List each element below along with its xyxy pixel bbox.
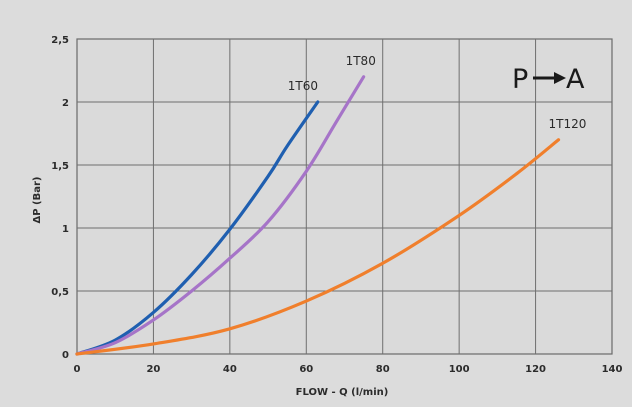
x-tick-label: 0 [74,364,81,375]
y-tick-label: 2 [62,98,69,109]
x-tick-label: 40 [223,364,237,375]
y-tick-label: 2,5 [51,35,69,46]
y-tick-label: 1 [62,224,69,235]
x-tick-label: 120 [525,364,546,375]
x-axis-title: FLOW - Q (l/min) [296,387,389,398]
series-label-1t120: 1T120 [549,117,587,131]
series-group [75,75,561,356]
series-label-1t60: 1T60 [288,79,318,93]
grid [76,38,613,355]
axes: 0 20 40 60 80 100 120 140 0 0,5 1 1,5 2 2,5 [51,35,622,375]
direction-from-label: P [512,64,528,95]
y-tick-label: 0 [62,350,69,361]
y-tick-label: 1,5 [51,161,69,172]
y-axis-title: ΔP (Bar) [32,177,43,224]
x-tick-label: 80 [376,364,390,375]
direction-arrow-icon [554,72,566,84]
series-line-1t60 [75,100,320,356]
x-tick-label: 20 [146,364,160,375]
y-tick-label: 0,5 [51,287,69,298]
x-tick-label: 140 [602,364,623,375]
series-line-1t120 [75,138,561,356]
series-label-1t80: 1T80 [346,54,376,68]
x-tick-label: 100 [449,364,470,375]
x-tick-label: 60 [299,364,313,375]
direction-annotation: P A [512,64,585,95]
plot-area [76,38,613,355]
direction-to-label: A [566,64,585,95]
series-line-1t80 [75,75,366,356]
labels: 1T60 1T80 1T120 [288,54,587,131]
